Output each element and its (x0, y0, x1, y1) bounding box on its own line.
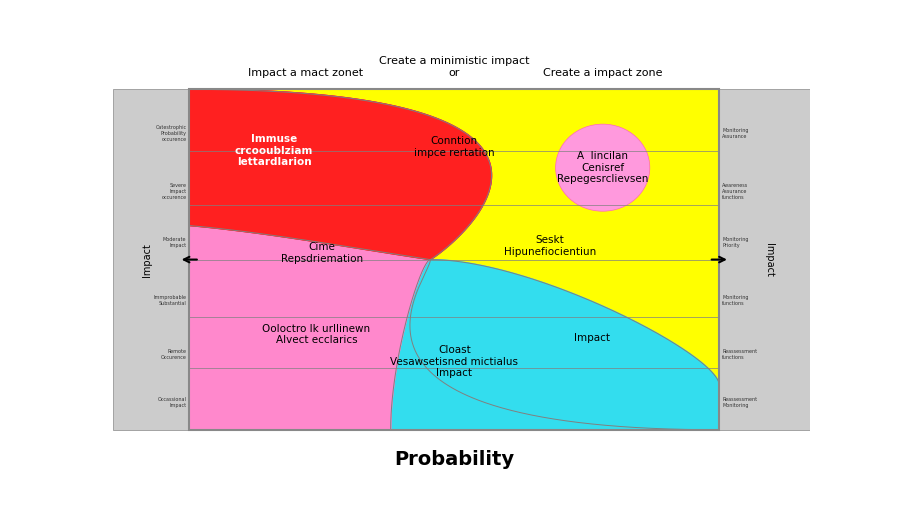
Text: Impact a mact zonet: Impact a mact zonet (248, 67, 364, 78)
Text: Immuse
crcooublziam
lettardlarion: Immuse crcooublziam lettardlarion (235, 134, 313, 167)
Text: Awareness
Assurance
functions: Awareness Assurance functions (722, 183, 749, 200)
Polygon shape (189, 89, 491, 430)
Text: Create a minimistic impact
or: Create a minimistic impact or (379, 56, 529, 78)
Text: Impact: Impact (764, 243, 774, 277)
Text: Monitoring
Priority: Monitoring Priority (722, 237, 749, 248)
Text: Remote
Occurence: Remote Occurence (160, 350, 186, 360)
Text: Catestrophic
Probability
occurence: Catestrophic Probability occurence (156, 125, 186, 142)
Text: A  lincilan
Cenisref
Repegesrclievsen: A lincilan Cenisref Repegesrclievsen (557, 151, 648, 185)
Text: Ooloctro lk urllinewn
Alvect ecclarics: Ooloctro lk urllinewn Alvect ecclarics (263, 324, 371, 345)
Text: Cloast
Vesawsetisned mictialus
Impact: Cloast Vesawsetisned mictialus Impact (391, 345, 518, 378)
Bar (719, 89, 810, 430)
Text: Monitoring
functions: Monitoring functions (722, 295, 749, 306)
Polygon shape (189, 89, 491, 260)
Polygon shape (189, 226, 430, 430)
Text: Immprobable
Substantial: Immprobable Substantial (153, 295, 186, 306)
Text: Severe
Impact
occurence: Severe Impact occurence (161, 183, 186, 200)
Text: Occassional
Impact: Occassional Impact (158, 397, 186, 408)
Text: Reassessment
functions: Reassessment functions (722, 350, 757, 360)
Bar (189, 89, 719, 430)
Polygon shape (391, 260, 719, 430)
Ellipse shape (555, 124, 650, 211)
Text: Cime
Repsdriemation: Cime Repsdriemation (281, 242, 363, 264)
Text: Impact: Impact (142, 243, 152, 277)
Text: Impact: Impact (574, 333, 610, 343)
Text: Conntion
impce rertation: Conntion impce rertation (414, 136, 495, 158)
Text: Probability: Probability (394, 450, 514, 469)
Text: Monitoring
Assurance: Monitoring Assurance (722, 128, 749, 139)
Text: Reassessment
Monitoring: Reassessment Monitoring (722, 397, 757, 408)
Bar (112, 89, 189, 430)
Polygon shape (189, 89, 491, 260)
Bar (189, 89, 719, 430)
Text: Seskt
Hipunefiocientiun: Seskt Hipunefiocientiun (504, 235, 596, 257)
Text: Create a impact zone: Create a impact zone (543, 67, 662, 78)
Text: Moderate
Impact: Moderate Impact (163, 237, 186, 248)
